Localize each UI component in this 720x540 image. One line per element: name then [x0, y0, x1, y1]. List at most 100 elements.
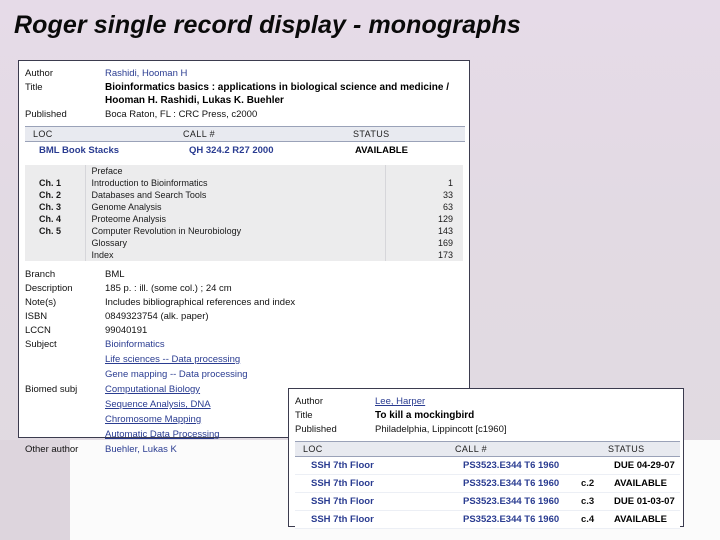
- bib-row-author: Author Lee, Harper: [295, 394, 677, 408]
- subject-label-blank: [25, 367, 105, 368]
- holdings-header-loc: LOC: [295, 441, 447, 457]
- holdings-cell-loc[interactable]: BML Book Stacks: [25, 141, 175, 159]
- contents-title: Index: [85, 249, 386, 261]
- bib-value-title: To kill a mockingbird: [375, 410, 475, 421]
- subject-link-gene-mapping[interactable]: Gene mapping -- Data processing: [105, 369, 248, 380]
- detail-row-notes: Note(s) Includes bibliographical referen…: [25, 295, 463, 309]
- contents-chapter: Ch. 5: [25, 225, 86, 237]
- holdings-cell-call[interactable]: PS3523.E344 T6 1960: [447, 492, 565, 511]
- list-item: Glossary 169: [25, 237, 463, 249]
- holdings-cell-copy: c.2: [565, 474, 600, 493]
- monograph-bib-fields: Author Rashidi, Hooman H Title Bioinform…: [25, 66, 463, 121]
- detail-label-description: Description: [25, 283, 73, 294]
- holdings-header-call: CALL #: [447, 441, 600, 457]
- contents-chapter: [25, 165, 86, 177]
- subject-link-life-sciences[interactable]: Life sciences -- Data processing: [105, 354, 241, 365]
- status-badge: DUE 01-03-07: [600, 492, 680, 511]
- table-row[interactable]: BML Book Stacks QH 324.2 R27 2000 AVAILA…: [25, 141, 465, 159]
- holdings-cell-loc[interactable]: SSH 7th Floor: [295, 474, 447, 493]
- detail-label-branch: Branch: [25, 269, 56, 280]
- contents-page: 1: [385, 177, 463, 189]
- monograph-detail-fields: Branch BML Description 185 p. : ill. (so…: [25, 267, 463, 337]
- bib-value-published: Boca Raton, FL : CRC Press, c2000: [105, 109, 258, 120]
- holdings-cell-call[interactable]: QH 324.2 R27 2000: [175, 141, 345, 159]
- holdings-header-row: LOC CALL # STATUS: [295, 441, 680, 457]
- detail-value-lccn: 99040191: [105, 325, 148, 336]
- subject-label-blank: [25, 412, 105, 413]
- detail-label-lccn: LCCN: [25, 325, 51, 336]
- holdings-header-status: STATUS: [345, 126, 465, 142]
- contents-chapter: [25, 249, 86, 261]
- bib-row-author: Author Rashidi, Hooman H: [25, 66, 463, 80]
- list-item: Ch. 4 Proteome Analysis 129: [25, 213, 463, 225]
- subject-link-sequence-analysis[interactable]: Sequence Analysis, DNA: [105, 399, 211, 410]
- holdings-cell-call[interactable]: PS3523.E344 T6 1960: [447, 510, 565, 529]
- table-row[interactable]: SSH 7th Floor PS3523.E344 T6 1960 c.2 AV…: [295, 474, 680, 493]
- bib-value-title: Bioinformatics basics : applications in …: [105, 82, 449, 106]
- table-row[interactable]: SSH 7th Floor PS3523.E344 T6 1960 c.4 AV…: [295, 510, 680, 529]
- list-item: Ch. 5 Computer Revolution in Neurobiolog…: [25, 225, 463, 237]
- status-badge: AVAILABLE: [600, 474, 680, 493]
- holdings-cell-loc[interactable]: SSH 7th Floor: [295, 510, 447, 529]
- bib-value-published: Philadelphia, Lippincott [c1960]: [375, 424, 507, 435]
- detail-value-notes: Includes bibliographical references and …: [105, 297, 296, 308]
- contents-chapter: Ch. 2: [25, 189, 86, 201]
- status-badge: DUE 04-29-07: [600, 456, 680, 475]
- bib-row-published: Published Boca Raton, FL : CRC Press, c2…: [25, 107, 463, 121]
- contents-title: Introduction to Bioinformatics: [85, 177, 386, 189]
- bib-label-author: Author: [25, 68, 53, 79]
- detail-row-branch: Branch BML: [25, 267, 463, 281]
- subject-row-7: Automatic Data Processing: [25, 427, 463, 442]
- subject-link-chromosome-mapping[interactable]: Chromosome Mapping: [105, 414, 202, 425]
- subject-row-4: Biomed subj Computational Biology: [25, 382, 463, 397]
- subject-label-other-author: Other author: [25, 444, 79, 455]
- list-item: Ch. 3 Genome Analysis 63: [25, 201, 463, 213]
- subject-row-5: Sequence Analysis, DNA: [25, 397, 463, 412]
- mockingbird-holdings-table: LOC CALL # STATUS SSH 7th Floor PS3523.E…: [295, 441, 680, 529]
- monograph-record-panel: Author Rashidi, Hooman H Title Bioinform…: [18, 60, 470, 455]
- list-item: Ch. 1 Introduction to Bioinformatics 1: [25, 177, 463, 189]
- holdings-cell-copy: c.3: [565, 492, 600, 511]
- bib-value-author[interactable]: Rashidi, Hooman H: [105, 68, 188, 79]
- detail-row-isbn: ISBN 0849323754 (alk. paper): [25, 309, 463, 323]
- contents-chapter: Ch. 3: [25, 201, 86, 213]
- bib-label-published: Published: [25, 109, 67, 120]
- contents-table: Preface Ch. 1 Introduction to Bioinforma…: [25, 165, 463, 261]
- detail-value-description: 185 p. : ill. (some col.) ; 24 cm: [105, 283, 232, 294]
- holdings-cell-copy: c.4: [565, 510, 600, 529]
- subject-link-other-author[interactable]: Buehler, Lukas K: [105, 444, 177, 455]
- subject-label-subject: Subject: [25, 339, 57, 350]
- holdings-cell-call[interactable]: PS3523.E344 T6 1960: [447, 456, 565, 475]
- holdings-cell-loc[interactable]: SSH 7th Floor: [295, 492, 447, 511]
- bib-row-title: Title To kill a mockingbird: [295, 408, 677, 422]
- detail-value-branch: BML: [105, 269, 125, 280]
- table-row[interactable]: SSH 7th Floor PS3523.E344 T6 1960 c.3 DU…: [295, 492, 680, 511]
- contents-title: Genome Analysis: [85, 201, 386, 213]
- detail-label-isbn: ISBN: [25, 311, 48, 322]
- subject-label-biomed: Biomed subj: [25, 384, 78, 395]
- contents-page: 63: [385, 201, 463, 213]
- detail-value-isbn: 0849323754 (alk. paper): [105, 311, 209, 322]
- list-item: Ch. 2 Databases and Search Tools 33: [25, 189, 463, 201]
- contents-title: Proteome Analysis: [85, 213, 386, 225]
- monograph-subject-links: Subject Bioinformatics Life sciences -- …: [25, 337, 463, 457]
- page-title: Roger single record display - monographs: [14, 11, 521, 39]
- contents-page: 173: [385, 249, 463, 261]
- subject-row-8: Other author Buehler, Lukas K: [25, 442, 463, 457]
- bib-label-published: Published: [295, 424, 337, 435]
- bib-label-author: Author: [295, 396, 323, 407]
- subject-link-computational-biology[interactable]: Computational Biology: [105, 384, 201, 395]
- holdings-cell-loc[interactable]: SSH 7th Floor: [295, 456, 447, 475]
- holdings-cell-call[interactable]: PS3523.E344 T6 1960: [447, 474, 565, 493]
- detail-row-lccn: LCCN 99040191: [25, 323, 463, 337]
- table-row[interactable]: SSH 7th Floor PS3523.E344 T6 1960 DUE 04…: [295, 456, 680, 475]
- contents-page: 33: [385, 189, 463, 201]
- mockingbird-bib-fields: Author Lee, Harper Title To kill a mocki…: [295, 394, 677, 436]
- contents-title: Glossary: [85, 237, 386, 249]
- detail-row-description: Description 185 p. : ill. (some col.) ; …: [25, 281, 463, 295]
- subject-link-bioinformatics[interactable]: Bioinformatics: [105, 339, 165, 350]
- bib-value-author[interactable]: Lee, Harper: [375, 396, 426, 407]
- status-badge: AVAILABLE: [600, 510, 680, 529]
- subject-link-automatic-data-processing[interactable]: Automatic Data Processing: [105, 429, 220, 440]
- contents-chapter: Ch. 1: [25, 177, 86, 189]
